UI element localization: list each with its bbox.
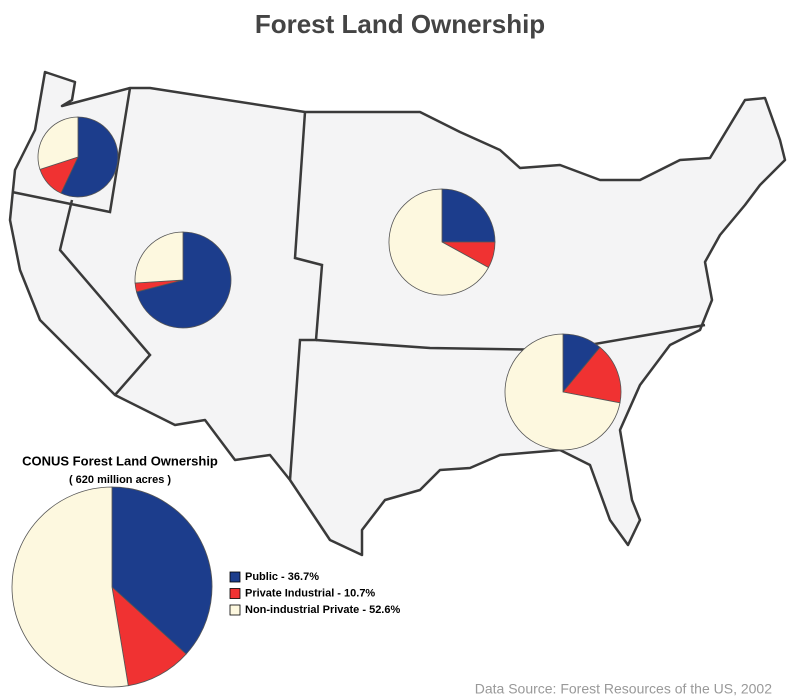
legend-label: Public - 36.7% [245,571,319,583]
legend-label: Non-industrial Private - 52.6% [245,604,400,616]
region-border [315,323,706,352]
pie-slice [136,231,232,329]
pie-slice [111,486,213,655]
pie-slice [11,486,129,688]
pie-subtitle: ( 620 million acres ) [69,474,171,486]
pie-slice [441,188,496,243]
region-border [11,87,132,214]
legend-label: Private Industrial - 10.7% [245,587,375,599]
region-border [288,111,324,481]
legend-swatch [229,588,241,599]
legend-swatch [229,571,241,583]
pie-slice [111,585,187,687]
pie-slice [134,231,184,284]
source-note: Data Source: Forest Resources of the US,… [475,681,772,697]
pie-slice [388,188,489,296]
pie-slice [37,116,79,170]
pie-slice [504,333,621,451]
region-border [58,199,152,396]
pie-title: CONUS Forest Land Ownership [22,453,218,468]
page-title: Forest Land Ownership [255,9,545,39]
pie-slice [562,346,622,404]
legend-swatch [229,604,241,616]
pie-slice [60,116,119,198]
